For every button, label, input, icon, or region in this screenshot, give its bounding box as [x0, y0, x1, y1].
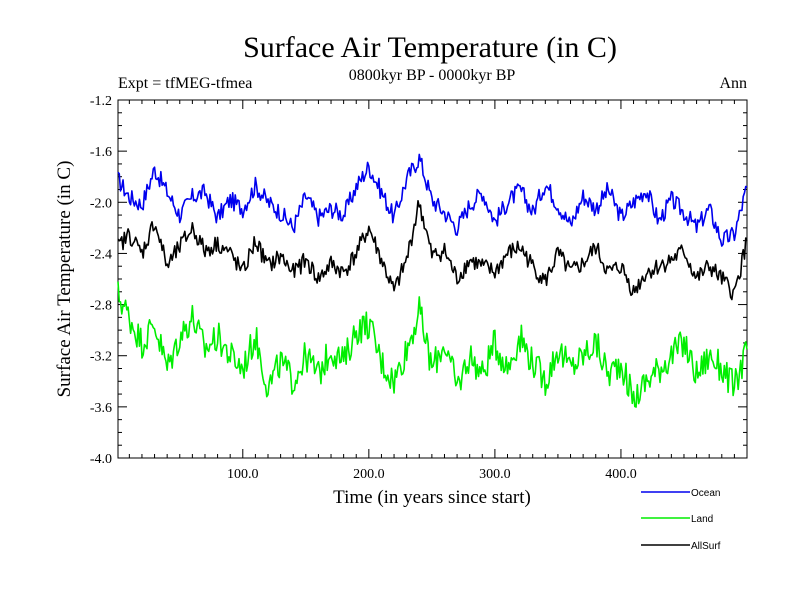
y-tick-label: -1.6	[90, 145, 112, 160]
axis-ticks: 100.0 200.0 300.0 400.0 -1.2 -1.6 -2.0 -2.4 -2.8…	[90, 94, 747, 482]
series-line-land	[117, 281, 748, 408]
chart-title: Surface Air Temperature (in C)	[243, 31, 617, 64]
y-tick-label: -3.2	[90, 350, 112, 365]
legend-label-land: Land	[691, 514, 713, 525]
x-tick-label: 400.0	[605, 467, 637, 482]
y-tick-label: -1.2	[90, 94, 112, 109]
legend-label-allsurf: AllSurf	[691, 541, 721, 552]
x-tick-label: 300.0	[479, 467, 511, 482]
y-tick-label: -2.0	[90, 196, 112, 211]
y-tick-label: -3.6	[90, 401, 112, 416]
legend: Ocean Land AllSurf	[641, 488, 721, 552]
experiment-label: Expt = tfMEG-tfmea	[118, 75, 252, 92]
y-tick-label: -2.4	[90, 247, 112, 262]
x-axis-label: Time (in years since start)	[333, 487, 531, 508]
series-line-allsurf	[117, 200, 748, 301]
period-label: 0800kyr BP - 0000kyr BP	[349, 67, 516, 84]
legend-label-ocean: Ocean	[691, 488, 720, 499]
plot-frame	[117, 99, 748, 459]
series-lines	[117, 153, 748, 408]
x-tick-label: 100.0	[227, 467, 259, 482]
series-line-ocean	[117, 153, 748, 247]
y-axis-label: Surface Air Temperature (in C)	[54, 161, 75, 398]
season-label: Ann	[719, 75, 747, 92]
y-tick-label: -2.8	[90, 299, 112, 314]
x-tick-label: 200.0	[353, 467, 385, 482]
y-tick-label: -4.0	[90, 452, 112, 467]
